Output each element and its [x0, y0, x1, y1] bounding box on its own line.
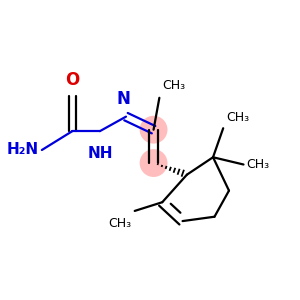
- Text: CH₃: CH₃: [162, 79, 185, 92]
- Text: H₂N: H₂N: [7, 142, 39, 158]
- Text: CH₃: CH₃: [246, 158, 269, 171]
- Text: NH: NH: [87, 146, 112, 160]
- Text: CH₃: CH₃: [109, 217, 132, 230]
- Text: O: O: [65, 71, 80, 89]
- Text: CH₃: CH₃: [226, 111, 249, 124]
- Circle shape: [140, 116, 167, 144]
- Text: N: N: [116, 90, 130, 108]
- Circle shape: [140, 149, 167, 177]
